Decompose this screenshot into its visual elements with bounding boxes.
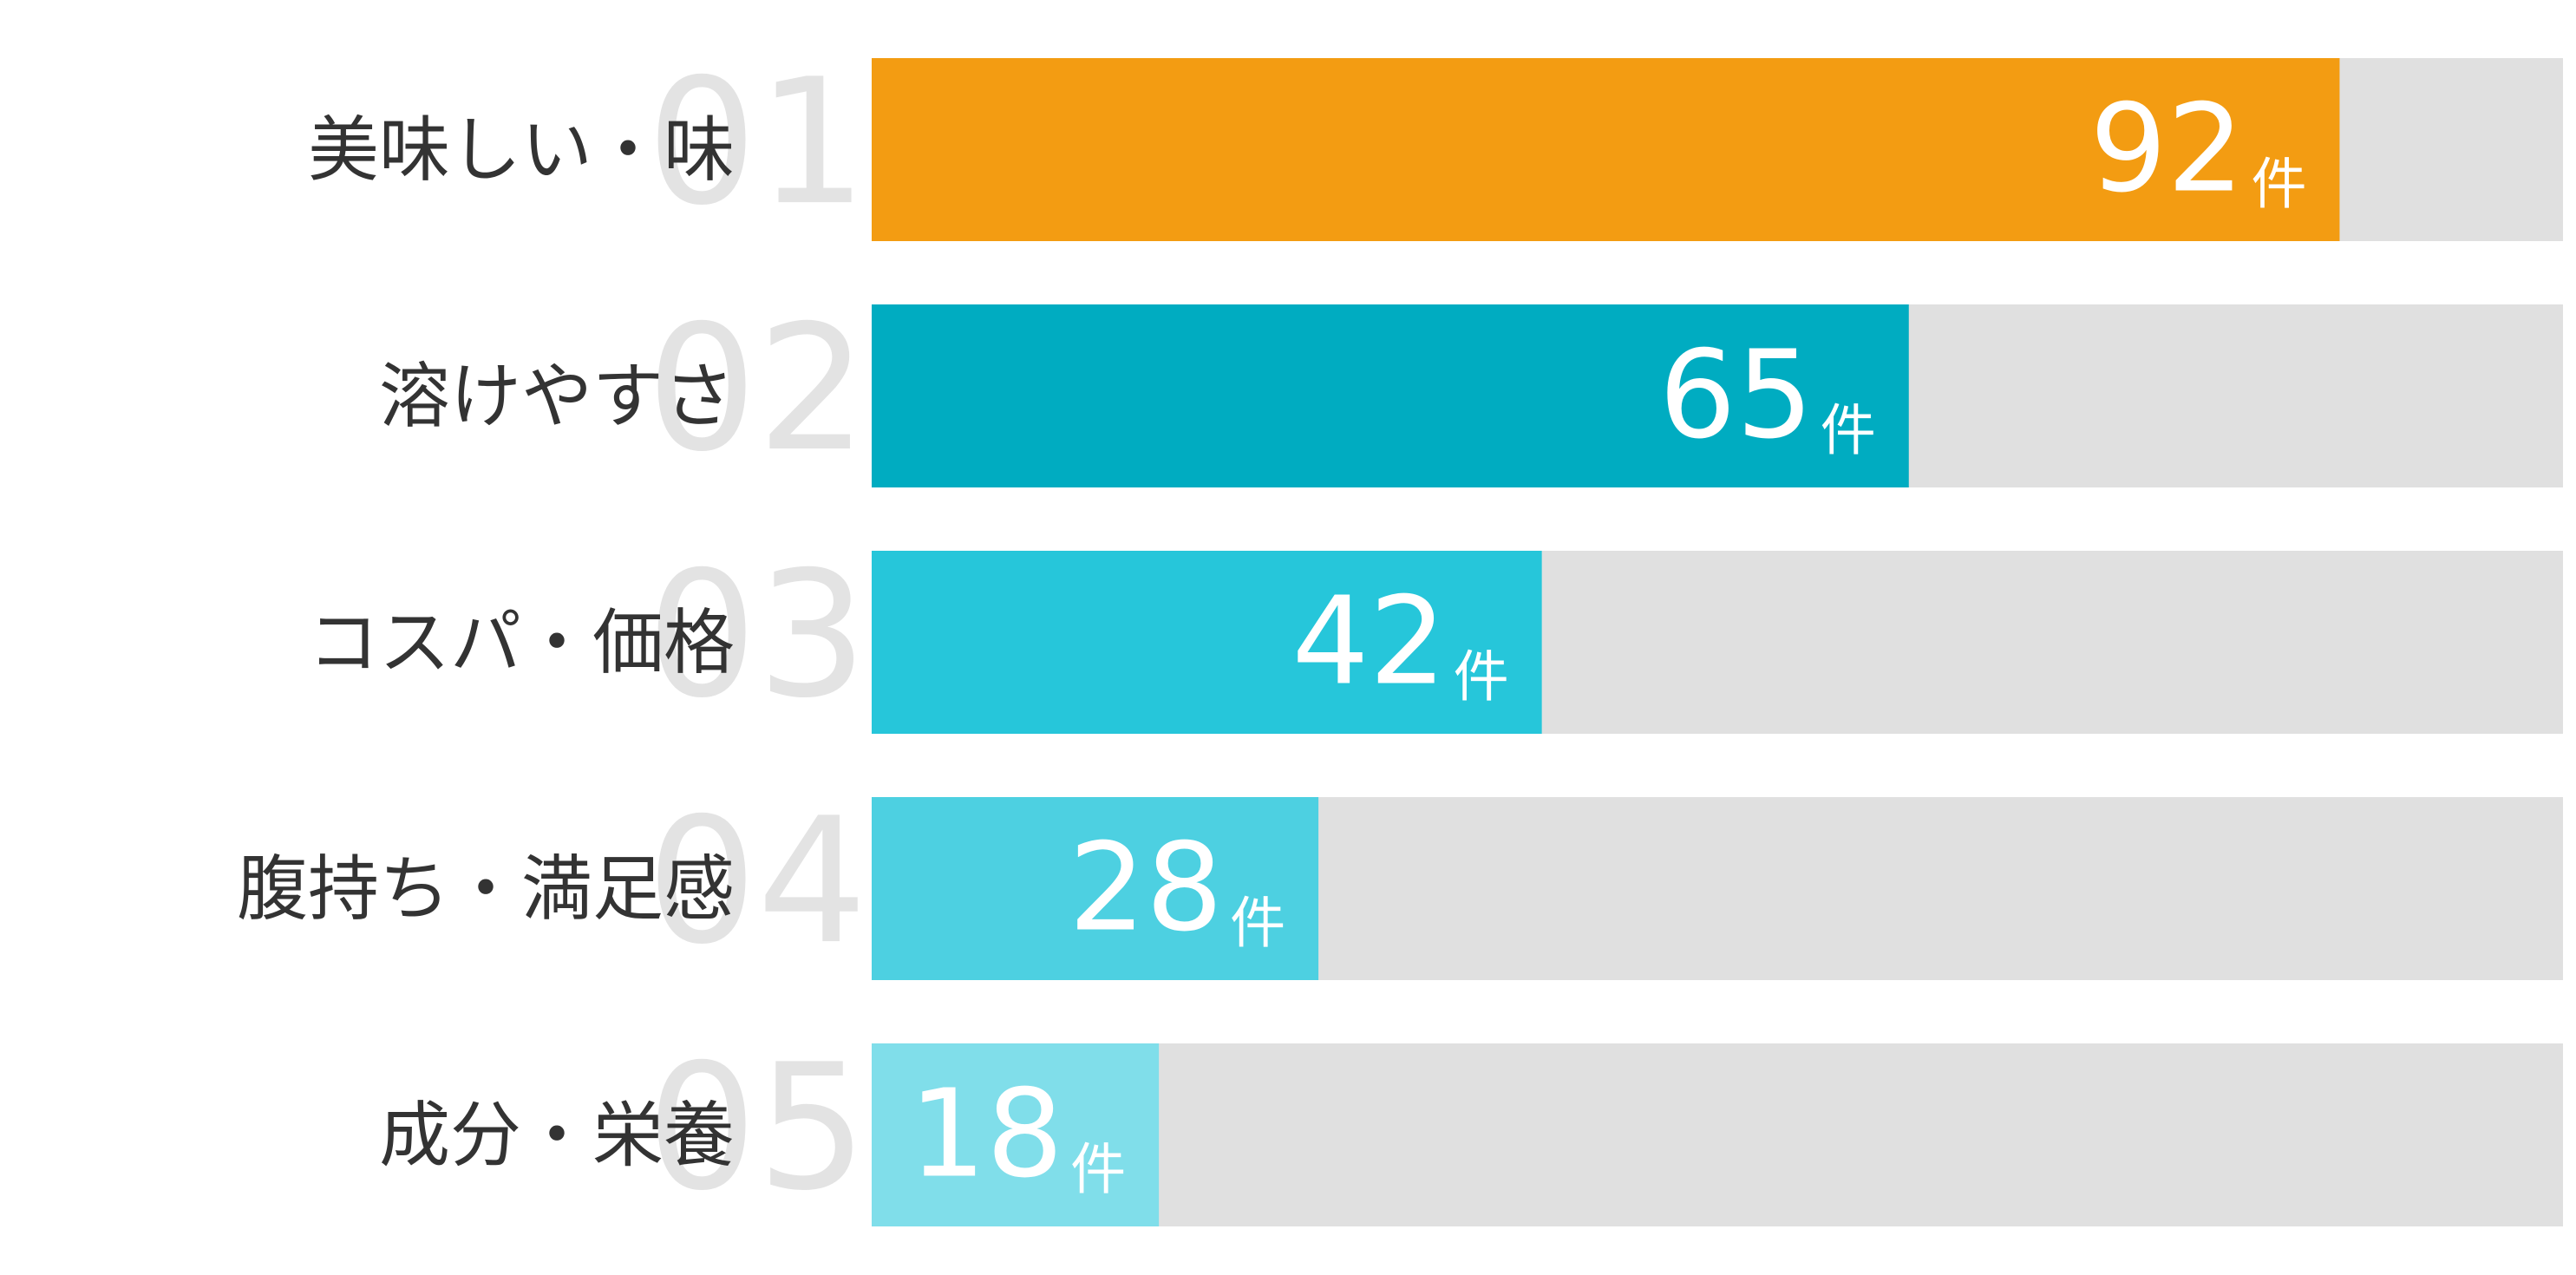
value-unit: 件 [1070, 1138, 1126, 1202]
bar [872, 58, 2340, 241]
value-label: 65 件 [1659, 324, 1876, 466]
bar [872, 1043, 1160, 1226]
rank-number: 03 [647, 534, 868, 736]
bar [872, 551, 1542, 734]
rank-number: 02 [647, 288, 868, 490]
bar [872, 797, 1319, 980]
value-unit: 件 [2251, 153, 2306, 217]
value-number: 42 [1291, 571, 1446, 712]
rank-number: 01 [647, 42, 868, 244]
category-label: 腹持ち・満足感 [237, 848, 735, 931]
rank-number: 04 [647, 781, 868, 983]
value-number: 18 [909, 1063, 1063, 1205]
value-label: 92 件 [2089, 78, 2306, 219]
category-label: 成分・栄養 [379, 1095, 735, 1177]
value-unit: 件 [1230, 892, 1285, 956]
value-number: 28 [1069, 817, 1223, 958]
value-label: 18 件 [909, 1063, 1126, 1205]
category-label: 溶けやすさ [379, 356, 735, 438]
value-label: 28 件 [1069, 817, 1285, 958]
category-label: 美味しい・味 [308, 109, 735, 192]
rank-number: 05 [647, 1027, 868, 1229]
category-label: コスパ・価格 [308, 602, 735, 684]
value-unit: 件 [1821, 399, 1876, 463]
value-unit: 件 [1454, 645, 1509, 709]
value-number: 92 [2089, 78, 2244, 219]
value-number: 65 [1659, 324, 1814, 466]
bar [872, 304, 1909, 487]
value-label: 42 件 [1291, 571, 1508, 712]
